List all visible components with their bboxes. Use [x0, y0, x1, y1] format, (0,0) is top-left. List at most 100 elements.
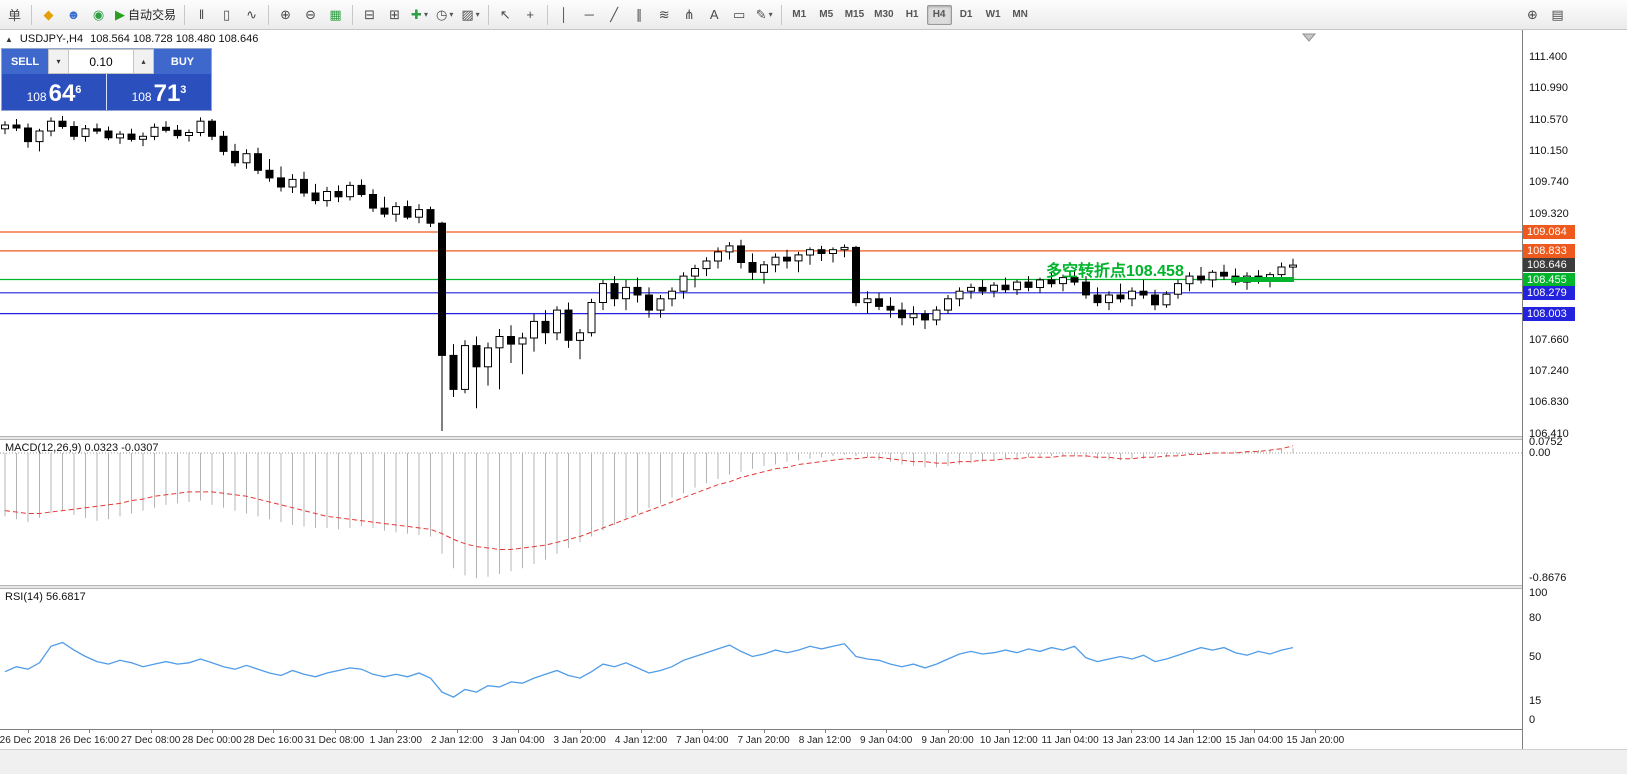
- time-tick: [211, 730, 213, 733]
- time-tick: [150, 730, 152, 733]
- sell-price-base: 108: [26, 90, 47, 104]
- timeframe-m30-button[interactable]: M30: [874, 9, 894, 20]
- indicators-dropdown[interactable]: ✚ ▾: [408, 3, 431, 27]
- cursor-button[interactable]: ↖: [494, 3, 517, 27]
- play-icon: ▶: [115, 6, 125, 22]
- tile-windows-button[interactable]: ⊞: [383, 3, 406, 27]
- pitchfork-button[interactable]: ⋔: [678, 3, 701, 27]
- scale-label: 106.410: [1529, 428, 1569, 440]
- timeframe-w1-button[interactable]: W1: [985, 9, 1001, 20]
- autotrading-button[interactable]: ▶ 自动交易: [112, 3, 179, 27]
- price-chart-svg[interactable]: 多空转折点108.458: [0, 30, 1522, 436]
- buy-price-big: 71: [153, 80, 181, 107]
- vertical-line-icon: │: [560, 7, 569, 22]
- fibonacci-button[interactable]: ≋: [653, 3, 676, 27]
- oct-collapse-icon[interactable]: ▲: [5, 34, 13, 44]
- crosshair-icon: +: [526, 7, 534, 22]
- text-button[interactable]: A: [703, 3, 726, 27]
- timeframe-m15-button[interactable]: M15: [844, 9, 865, 20]
- zoom-out-icon: ⊖: [305, 6, 316, 22]
- time-label: 4 Jan 12:00: [614, 735, 668, 746]
- time-label: 14 Jan 12:00: [1163, 735, 1222, 746]
- rsi-svg[interactable]: [0, 589, 1522, 729]
- line-chart-icon: ∿: [246, 6, 257, 22]
- sell-button[interactable]: SELL: [2, 49, 48, 74]
- zoom-in-button[interactable]: ⊕: [274, 3, 297, 27]
- timeframe-m5-button[interactable]: M5: [819, 9, 834, 20]
- bar-chart-button[interactable]: ‖: [190, 3, 213, 27]
- time-tick: [28, 730, 29, 733]
- volume-increase-button[interactable]: ▴: [133, 49, 154, 74]
- pane-splitter[interactable]: [0, 436, 1522, 440]
- time-tick: [1070, 730, 1072, 733]
- time-tick: [89, 730, 91, 733]
- volume-input[interactable]: [69, 49, 133, 74]
- line-chart-button[interactable]: ∿: [240, 3, 263, 27]
- candles-layer: [1, 115, 1297, 431]
- time-tick: [1254, 730, 1255, 733]
- timeframe-h4-button[interactable]: H4: [926, 4, 952, 25]
- rsi-label: RSI(14) 56.6817: [5, 591, 86, 603]
- profiles-button[interactable]: ☻: [62, 3, 85, 27]
- time-axis[interactable]: 26 Dec 2018 26 Dec 16:00 27 Dec 08:00 28 De…: [0, 729, 1522, 749]
- data-refresh-button[interactable]: ◉: [87, 3, 110, 27]
- time-tick: [1008, 730, 1010, 733]
- new-order-button[interactable]: 单: [3, 3, 26, 27]
- macd-pane[interactable]: MACD(12,26,9) 0.0323 -0.0307: [0, 440, 1522, 585]
- time-label: 1 Jan 23:00: [369, 735, 422, 746]
- buy-button[interactable]: BUY: [154, 49, 211, 74]
- oct-prices-row: 108 64 6 108 71 3: [2, 74, 211, 110]
- equidistant-channel-button[interactable]: ∥: [628, 3, 651, 27]
- candlestick-chart-button[interactable]: ▯: [215, 3, 238, 27]
- pencil-icon: ✎: [755, 6, 767, 22]
- price-scale[interactable]: 111.400 110.990 110.570 110.150 109.740 109.3…: [1522, 30, 1627, 749]
- horizontal-lines: [0, 231, 1522, 315]
- macd-svg[interactable]: [0, 440, 1522, 585]
- scale-label: -0.8676: [1529, 571, 1567, 584]
- timeframe-m1-button[interactable]: M1: [792, 9, 807, 20]
- crosshair-button[interactable]: +: [519, 3, 542, 27]
- scale-label: 50: [1529, 650, 1542, 663]
- horizontal-line-button[interactable]: ─: [578, 3, 601, 27]
- toolbar-separator: [780, 4, 782, 25]
- rsi-pane[interactable]: RSI(14) 56.6817: [0, 589, 1522, 729]
- cursor-icon: ↖: [499, 6, 511, 22]
- search-button[interactable]: ⊕: [1521, 3, 1544, 27]
- price-chart-pane[interactable]: 多空转折点108.458 ▲ USDJPY-,H4 108.564 108.72…: [0, 30, 1522, 436]
- buy-price-sup: 3: [180, 84, 187, 96]
- macd-histogram: [4, 448, 1294, 579]
- arrows-dropdown[interactable]: ✎ ▾: [753, 3, 776, 27]
- dropdown-caret-icon: ▾: [475, 10, 480, 19]
- zoom-out-button[interactable]: ⊖: [299, 3, 322, 27]
- clock-icon: ◷: [436, 6, 448, 22]
- time-label: 13 Jan 23:00: [1102, 735, 1161, 746]
- time-label: 11 Jan 04:00: [1041, 735, 1099, 746]
- macd-signal-line: [4, 445, 1294, 550]
- time-label: 8 Jan 12:00: [798, 735, 852, 746]
- trendline-button[interactable]: ╱: [603, 3, 626, 27]
- channel-icon: ∥: [635, 6, 643, 22]
- vertical-line-button[interactable]: │: [553, 3, 576, 27]
- price-badge: 108.455: [1523, 272, 1575, 287]
- timeframe-mn-button[interactable]: MN: [1012, 9, 1028, 20]
- time-label: 3 Jan 20:00: [553, 735, 606, 746]
- volume-decrease-button[interactable]: ▾: [48, 49, 69, 74]
- price-badge: 108.279: [1523, 285, 1575, 300]
- templates-dropdown[interactable]: ▨ ▾: [458, 3, 482, 27]
- buy-price[interactable]: 108 71 3: [107, 74, 211, 110]
- pitchfork-icon: ⋔: [683, 6, 695, 22]
- timeframe-h1-button[interactable]: H1: [905, 9, 919, 20]
- text-label-button[interactable]: ▭: [728, 3, 751, 27]
- time-tick: [579, 730, 581, 733]
- auto-scroll-button[interactable]: ▦: [324, 3, 347, 27]
- charts-button[interactable]: ◆: [37, 3, 60, 27]
- periods-dropdown[interactable]: ◷ ▾: [433, 3, 456, 27]
- profile-icon: ☻: [66, 7, 81, 22]
- chart-shift-button[interactable]: ⊟: [358, 3, 381, 27]
- timeframe-d1-button[interactable]: D1: [959, 9, 973, 20]
- window-list-button[interactable]: ▤: [1546, 3, 1569, 27]
- pane-splitter-2[interactable]: [0, 585, 1522, 589]
- price-badge: 108.833: [1523, 243, 1575, 258]
- sell-price[interactable]: 108 64 6: [2, 74, 107, 110]
